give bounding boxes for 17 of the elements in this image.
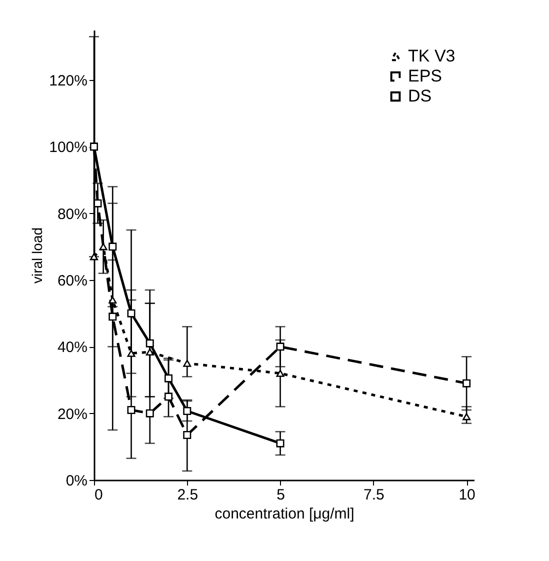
- legend-label: DS: [408, 86, 432, 106]
- y-axis-title: viral load: [29, 227, 46, 284]
- x-tick-label: 2.5: [177, 486, 198, 504]
- x-tick-label: 0: [94, 486, 103, 504]
- legend-label: EPS: [408, 66, 442, 86]
- y-tick-label: 120%: [49, 72, 88, 90]
- y-tick-label: 40%: [57, 339, 88, 356]
- y-tick-label: 100%: [49, 139, 88, 156]
- x-axis-title: concentration [μg/ml]: [214, 506, 354, 522]
- x-tick-label: 5: [276, 486, 285, 504]
- y-tick-label: 20%: [57, 406, 88, 423]
- x-tick-label: 10: [458, 486, 476, 504]
- y-tick-label: 80%: [57, 206, 88, 223]
- y-tick-label: 60%: [57, 272, 88, 290]
- legend-label: TK V3: [408, 46, 456, 66]
- x-tick-label: 7.5: [363, 486, 384, 504]
- y-tick-label: 0%: [66, 472, 88, 490]
